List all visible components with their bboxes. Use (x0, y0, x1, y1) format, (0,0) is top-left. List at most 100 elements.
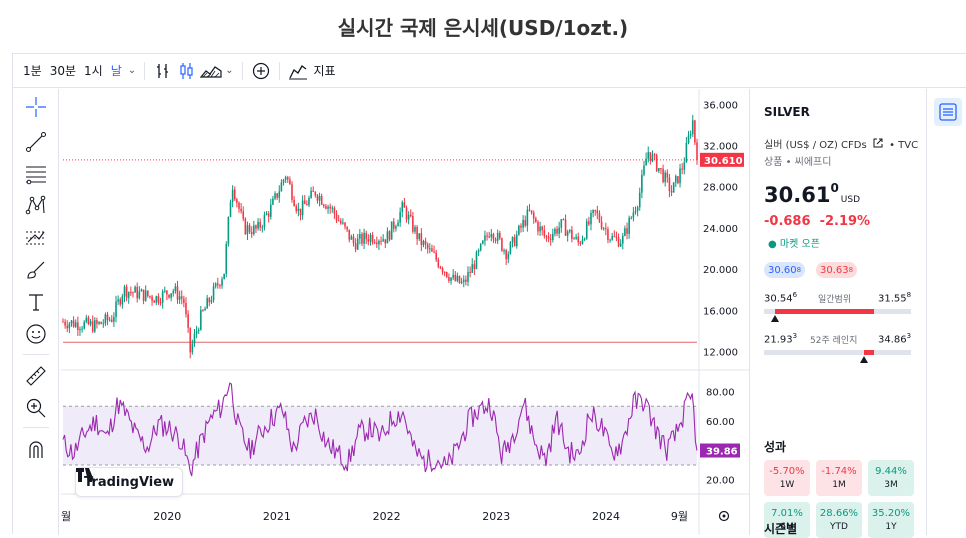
candle-body (269, 204, 272, 217)
candle-body (223, 273, 225, 280)
candle-body (242, 211, 245, 219)
candle-body (429, 248, 431, 250)
perf-6m[interactable]: 7.01% 6M (764, 502, 810, 538)
candle-body (592, 210, 594, 213)
brush-icon[interactable] (22, 256, 50, 284)
indicators-button[interactable]: 지표 (313, 64, 336, 78)
candle-body (371, 234, 374, 243)
candle-body (91, 321, 94, 332)
candle-body (369, 234, 372, 242)
candle-body (155, 296, 158, 303)
candle-body (263, 214, 266, 228)
candle-body (68, 323, 71, 329)
area-chart-type-icon[interactable] (199, 59, 223, 83)
candle-body (615, 236, 618, 238)
bid-badge: 30.60 8 (764, 262, 806, 278)
candle-body (683, 162, 686, 170)
chevron-down-icon[interactable]: ⌄ (127, 65, 137, 76)
perf-1y[interactable]: 35.20% 1Y (868, 502, 914, 538)
perf-1w[interactable]: -5.70% 1W (764, 460, 810, 496)
candle-body (397, 222, 399, 227)
text-icon[interactable] (22, 288, 50, 316)
compare-add-icon[interactable] (249, 59, 273, 83)
candle-body (524, 220, 527, 226)
perf-3m[interactable]: 9.44% 3M (868, 460, 914, 496)
perf-period: 1W (779, 480, 795, 490)
external-link-icon[interactable] (873, 138, 883, 151)
chart-area[interactable]: 36.000 32.000 28.000 24.000 20.000 16.000 12.0… (61, 89, 749, 535)
candle-body (670, 191, 673, 193)
week52-fill (864, 350, 874, 355)
candle-body (562, 219, 565, 221)
candle-body (272, 198, 274, 205)
candle-body (547, 236, 550, 239)
settings-gear-icon[interactable] (718, 510, 730, 522)
candle-body (433, 251, 435, 253)
candle-body (246, 225, 249, 235)
crosshair-icon[interactable] (22, 93, 50, 121)
candle-body (471, 264, 474, 273)
candle-body (539, 226, 541, 232)
candle-body (687, 135, 690, 143)
candle-body (187, 314, 189, 328)
symbol-details: SILVER 실버 (US$ / OZ) CFDs • TVC 상품 • 씨에프… (750, 89, 926, 538)
candle-body (628, 217, 630, 234)
day-range-bar (764, 309, 911, 314)
candle-body (454, 274, 457, 281)
tradingview-logo[interactable]: TradingView (75, 467, 184, 497)
candle-body (424, 241, 427, 245)
candle-body (677, 176, 679, 184)
symbol-type: 상품 • 씨에프디 (764, 157, 832, 168)
change-pct: -2.19% (819, 214, 871, 229)
candle-body (543, 230, 546, 237)
candle-body (125, 286, 128, 298)
symbol-description-text: 실버 (US$ / OZ) CFDs (764, 140, 867, 151)
candle-body (458, 275, 461, 284)
pattern-icon[interactable] (22, 192, 50, 220)
interval-1d[interactable]: 날 (110, 64, 122, 78)
candle-body (662, 168, 664, 183)
interval-1h[interactable]: 1시 (84, 64, 103, 78)
chevron-down-icon[interactable]: ⌄ (225, 65, 234, 76)
bar-chart-type-icon[interactable] (151, 59, 175, 83)
chart-svg[interactable]: 36.000 32.000 28.000 24.000 20.000 16.000 12.0… (61, 89, 749, 535)
perf-ytd[interactable]: 28.66% YTD (816, 502, 862, 538)
day-range-fill (775, 309, 874, 314)
candle-body (526, 209, 529, 226)
trendline-icon[interactable] (22, 128, 50, 156)
candle-body (255, 225, 257, 229)
candle-body (282, 179, 285, 183)
indicators-icon[interactable] (286, 59, 310, 83)
candle-body (566, 231, 569, 236)
interval-1m[interactable]: 1분 (23, 64, 42, 78)
perf-1m[interactable]: -1.74% 1M (816, 460, 862, 496)
candle-body (365, 232, 368, 240)
candle-body (579, 242, 582, 244)
magnet-icon[interactable] (22, 435, 50, 463)
candle-body (106, 314, 109, 321)
interval-30m[interactable]: 30분 (49, 64, 76, 78)
zoom-in-icon[interactable] (22, 394, 50, 422)
candle-body (443, 271, 446, 273)
symbol-ticker[interactable]: SILVER (764, 105, 810, 119)
candle-body (221, 279, 223, 286)
prediction-icon[interactable] (22, 224, 50, 252)
emoji-icon[interactable] (22, 320, 50, 348)
ruler-icon[interactable] (22, 362, 50, 390)
candle-body (140, 289, 143, 292)
bid-main: 30.60 (768, 264, 797, 276)
fib-retracement-icon[interactable] (22, 160, 50, 188)
candle-body (274, 193, 276, 199)
candle-body (528, 209, 531, 211)
candle-body (70, 320, 73, 324)
candle-chart-type-icon[interactable] (175, 59, 199, 83)
candle-body (655, 154, 658, 172)
candle-body (602, 228, 605, 230)
candle-body (499, 232, 501, 239)
market-status: ● 마켓 오픈 (768, 235, 820, 250)
candle-body (653, 154, 656, 156)
candle-body (392, 221, 395, 229)
candle-body (335, 214, 338, 221)
details-list-icon[interactable] (934, 98, 962, 126)
candle-body (503, 250, 505, 252)
